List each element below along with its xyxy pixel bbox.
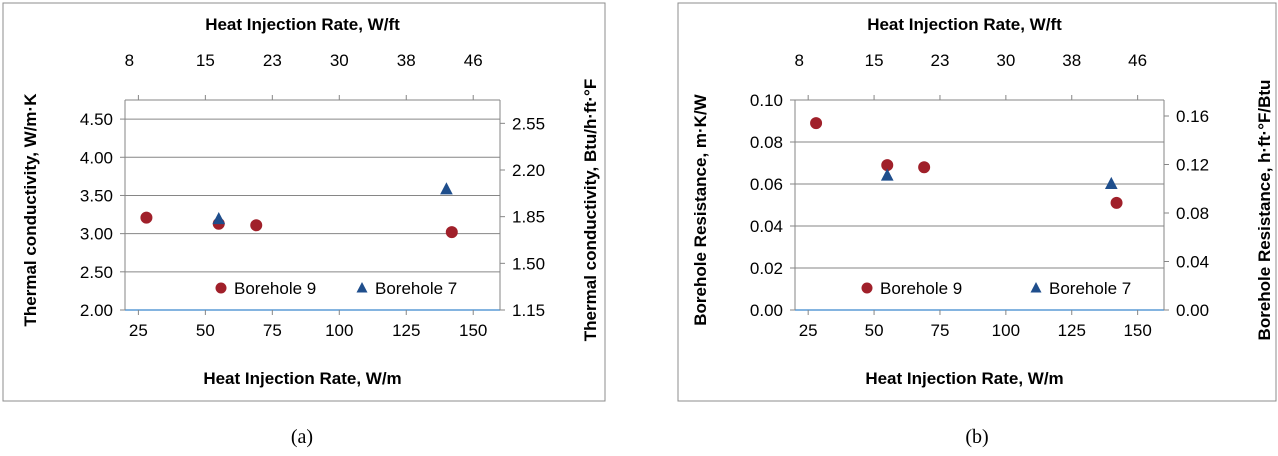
- data-point-borehole-7: [212, 212, 226, 225]
- x2-tick-label: 15: [865, 51, 884, 70]
- y-tick-label: 0.08: [750, 133, 783, 152]
- x2-tick-label: 46: [464, 51, 483, 70]
- legend-label-borehole-9: Borehole 9: [234, 279, 316, 298]
- y-axis-title: Borehole Resistance, m·K/W: [691, 93, 710, 325]
- y-tick-label: 0.02: [750, 259, 783, 278]
- x2-tick-label: 38: [397, 51, 416, 70]
- y2-tick-label: 0.00: [1176, 301, 1209, 320]
- x2-tick-label: 23: [263, 51, 282, 70]
- legend-marker-circle: [861, 282, 873, 294]
- x-tick-label: 75: [931, 321, 950, 340]
- x-tick-label: 50: [865, 321, 884, 340]
- y-tick-label: 3.00: [80, 225, 113, 244]
- y2-tick-label: 0.12: [1176, 156, 1209, 175]
- y-tick-label: 0.10: [750, 91, 783, 110]
- y2-axis-title: Thermal conductivity, Btu/h·ft·°F: [581, 79, 600, 341]
- x2-tick-label: 30: [996, 51, 1015, 70]
- data-point-borehole-7: [1104, 176, 1118, 189]
- y-tick-label: 4.00: [80, 148, 113, 167]
- chart-frame: [2, 2, 606, 402]
- data-point-borehole-9: [810, 117, 823, 130]
- chart-panel-a: 25 50 75 100 125 150 8 15 23 30 38 46 2.00 2.50 3.00 3.…: [2, 2, 606, 448]
- x-tick-label: 125: [1058, 321, 1086, 340]
- x2-tick-label: 23: [931, 51, 950, 70]
- x-tick-label: 100: [992, 321, 1020, 340]
- y2-tick-label: 1.50: [512, 254, 545, 273]
- legend-marker-triangle: [356, 282, 368, 293]
- y2-tick-label: 2.55: [512, 114, 545, 133]
- x-axis-title: Heat Injection Rate, W/m: [865, 369, 1063, 388]
- x2-tick-label: 38: [1062, 51, 1081, 70]
- chart-frame: [677, 2, 1277, 402]
- x2-axis-title: Heat Injection Rate, W/ft: [205, 15, 400, 34]
- data-point-borehole-9: [250, 219, 263, 232]
- x-tick-label: 75: [263, 321, 282, 340]
- y2-tick-label: 1.15: [512, 301, 545, 320]
- legend-label-borehole-7: Borehole 7: [1049, 279, 1131, 298]
- y-tick-label: 0.06: [750, 175, 783, 194]
- chart-panel-b: 25 50 75 100 125 150 8 15 23 30 38 46 0.00 0.02 0.04 0.…: [677, 2, 1277, 448]
- x2-axis-title: Heat Injection Rate, W/ft: [867, 15, 1062, 34]
- legend: Borehole 9 Borehole 7: [215, 279, 457, 298]
- y-tick-label: 2.00: [80, 301, 113, 320]
- x-tick-label: 100: [325, 321, 353, 340]
- y-tick-label: 0.04: [750, 217, 783, 236]
- legend-marker-circle: [215, 282, 227, 294]
- x-tick-label: 25: [799, 321, 818, 340]
- y-tick-label: 2.50: [80, 263, 113, 282]
- x2-tick-label: 46: [1128, 51, 1147, 70]
- x2-tick-label: 30: [330, 51, 349, 70]
- y-tick-label: 4.50: [80, 110, 113, 129]
- legend-marker-triangle: [1030, 282, 1042, 293]
- x2-tick-label: 8: [794, 51, 803, 70]
- y-tick-label: 0.00: [750, 301, 783, 320]
- x2-tick-label: 8: [125, 51, 134, 70]
- data-point-borehole-9: [1110, 196, 1123, 209]
- figure-caption: (a): [291, 426, 313, 448]
- legend-label-borehole-9: Borehole 9: [880, 279, 962, 298]
- y2-tick-label: 0.16: [1176, 107, 1209, 126]
- y2-tick-label: 2.20: [512, 161, 545, 180]
- data-point-borehole-9: [445, 226, 458, 239]
- legend: Borehole 9 Borehole 7: [861, 279, 1131, 298]
- y2-axis-title: Borehole Resistance, h·ft·°F/Btu: [1255, 80, 1274, 341]
- figure-caption: (b): [965, 426, 988, 448]
- data-point-borehole-9: [918, 161, 931, 174]
- legend-label-borehole-7: Borehole 7: [375, 279, 457, 298]
- y2-tick-label: 0.08: [1176, 204, 1209, 223]
- x-tick-label: 125: [392, 321, 420, 340]
- x2-tick-label: 15: [196, 51, 215, 70]
- data-point-borehole-9: [140, 211, 153, 224]
- y-axis-title: Thermal conductivity, W/m·K: [21, 93, 40, 327]
- y2-tick-label: 1.85: [512, 208, 545, 227]
- x-tick-label: 150: [459, 321, 487, 340]
- y2-tick-label: 0.04: [1176, 253, 1209, 272]
- data-point-borehole-7: [880, 168, 894, 181]
- y-tick-label: 3.50: [80, 186, 113, 205]
- x-tick-label: 150: [1123, 321, 1151, 340]
- x-tick-label: 25: [129, 321, 148, 340]
- data-point-borehole-7: [440, 182, 453, 195]
- x-axis-title: Heat Injection Rate, W/m: [203, 369, 401, 388]
- x-tick-label: 50: [196, 321, 215, 340]
